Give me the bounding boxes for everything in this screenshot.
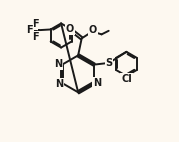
Text: N: N (93, 78, 101, 88)
Text: N: N (55, 79, 63, 89)
Text: S: S (105, 58, 113, 68)
Text: O: O (89, 25, 97, 35)
Text: F: F (28, 25, 35, 36)
Text: F: F (32, 32, 39, 42)
Text: F: F (32, 18, 39, 29)
Text: N: N (55, 59, 63, 69)
Text: Cl: Cl (121, 74, 132, 84)
Text: F: F (31, 30, 38, 40)
Text: F: F (31, 21, 38, 31)
Text: F: F (26, 25, 33, 35)
Text: O: O (66, 24, 74, 34)
